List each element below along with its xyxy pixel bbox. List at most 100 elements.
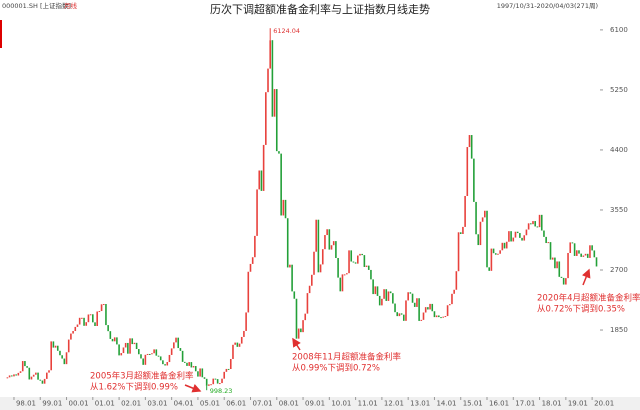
- candle-body: [30, 376, 33, 380]
- candle-body: [118, 344, 120, 356]
- candle-body: [420, 319, 423, 321]
- candle-body: [113, 337, 116, 342]
- candle-body: [32, 374, 35, 377]
- candle-body: [306, 293, 309, 314]
- candle-body: [221, 378, 223, 384]
- candle-body: [155, 349, 158, 356]
- candle-body: [116, 337, 118, 345]
- candle-body: [508, 231, 510, 242]
- candle-body: [183, 361, 186, 363]
- candle-body: [124, 342, 127, 348]
- candle-body: [201, 368, 204, 378]
- candle-body: [186, 362, 188, 366]
- candle-body: [238, 343, 241, 347]
- candle-body: [519, 233, 521, 238]
- candle-body: [205, 378, 208, 386]
- candle-body: [188, 362, 190, 366]
- candle-body: [571, 242, 574, 244]
- candle-body: [468, 135, 471, 148]
- candle-body: [418, 298, 420, 321]
- candle-body: [13, 374, 15, 377]
- candle-body: [400, 313, 403, 315]
- y-tick-label: 1850: [610, 326, 628, 334]
- candle-body: [589, 245, 591, 258]
- candle-body: [127, 342, 129, 354]
- candle-body: [492, 248, 495, 254]
- candle-body: [41, 380, 44, 384]
- arrow: [582, 268, 591, 286]
- x-tick-label: 18.01: [542, 400, 562, 408]
- candle-body: [59, 350, 61, 356]
- candle-body: [402, 314, 405, 321]
- candle-body: [43, 378, 46, 384]
- annotation: 从0.72%下调到0.35%: [537, 305, 625, 315]
- candle-body: [133, 342, 136, 345]
- candle-body: [560, 276, 563, 278]
- candle-body: [363, 255, 366, 267]
- candle-body: [392, 293, 394, 304]
- candle-body: [510, 231, 512, 242]
- candle-body: [319, 264, 322, 273]
- candle-body: [24, 361, 26, 367]
- candle-body: [245, 312, 247, 331]
- candle-body: [317, 219, 320, 273]
- candle-body: [70, 333, 72, 340]
- x-tick-label: 03.01: [147, 400, 167, 408]
- candle-body: [389, 291, 392, 294]
- candle-body: [280, 153, 282, 216]
- candle-body: [216, 379, 219, 384]
- candle-body: [83, 317, 85, 326]
- candle-body: [72, 331, 74, 334]
- x-tick-label: 07.01: [252, 400, 272, 408]
- candle-body: [223, 371, 226, 379]
- candle-body: [398, 313, 401, 317]
- candle-body: [321, 249, 324, 265]
- candle-body: [148, 353, 151, 355]
- candle-body: [540, 214, 543, 231]
- low-label: 998.23: [210, 387, 233, 395]
- x-tick-label: 15.01: [463, 400, 483, 408]
- candle-body: [578, 250, 580, 254]
- candle-body: [232, 344, 234, 359]
- candle-body: [284, 199, 287, 219]
- candle-body: [350, 250, 353, 262]
- candle-body: [348, 250, 350, 274]
- candle-body: [464, 195, 466, 227]
- candle-body: [6, 377, 9, 379]
- candle-body: [151, 353, 153, 355]
- candle-body: [50, 341, 52, 371]
- candle-body: [208, 384, 210, 386]
- candle-body: [424, 307, 427, 313]
- candle-body: [39, 379, 42, 381]
- candle-body: [289, 264, 291, 268]
- x-tick-label: 02.01: [121, 400, 141, 408]
- candle-body: [473, 158, 475, 202]
- candle-body: [455, 271, 458, 290]
- arrow: [184, 384, 202, 393]
- candle-body: [85, 322, 88, 326]
- y-tick-label: 5250: [610, 86, 628, 94]
- candle-body: [387, 291, 390, 301]
- candle-body: [584, 253, 587, 256]
- candle-body: [35, 372, 37, 375]
- candle-body: [586, 253, 589, 258]
- candle-body: [214, 378, 217, 380]
- x-tick-label: 17.01: [515, 400, 535, 408]
- candle-body: [477, 234, 480, 246]
- candle-body: [538, 214, 541, 228]
- candle-body: [199, 368, 201, 377]
- candle-body: [481, 217, 484, 222]
- x-tick-label: 10.01: [331, 400, 351, 408]
- candle-body: [346, 273, 348, 275]
- candle-body: [536, 226, 539, 228]
- candle-body: [304, 313, 307, 321]
- candle-body: [466, 147, 469, 196]
- candle-body: [122, 347, 125, 354]
- candle-body: [433, 311, 436, 318]
- candle-body: [416, 298, 418, 307]
- candle-body: [100, 304, 103, 312]
- candle-body: [440, 317, 442, 319]
- candle-body: [166, 362, 169, 366]
